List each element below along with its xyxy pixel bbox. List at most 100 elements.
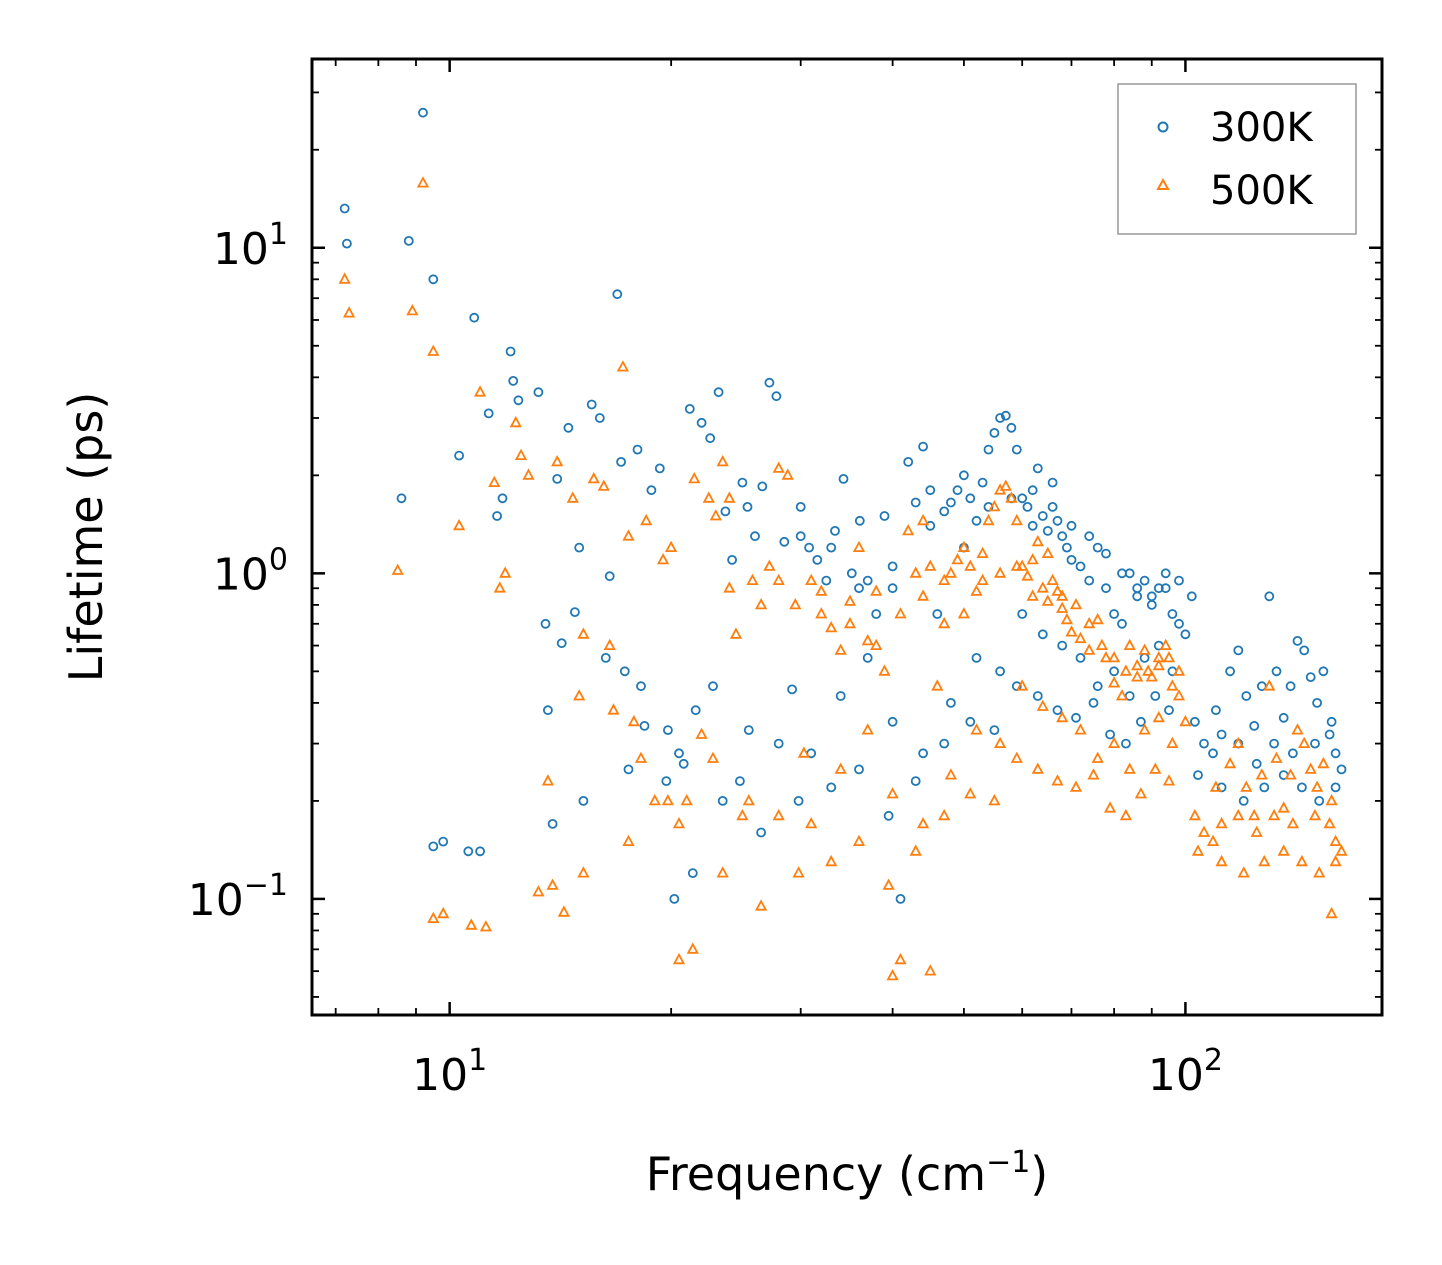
point-300k-2 xyxy=(396,493,407,504)
point-500k-47 xyxy=(772,461,785,473)
point-500k-169 xyxy=(882,878,895,890)
point-500k-93 xyxy=(1091,612,1104,625)
point-500k-115 xyxy=(1263,679,1276,691)
point-500k-176 xyxy=(1031,762,1044,774)
point-300k-182 xyxy=(1088,698,1099,708)
point-300k-21 xyxy=(552,473,563,484)
point-300k-57 xyxy=(830,526,840,536)
point-500k-104 xyxy=(1172,689,1186,701)
point-500k-139 xyxy=(944,768,958,780)
point-300k-211 xyxy=(1132,583,1143,594)
point-500k-11 xyxy=(479,920,493,932)
point-500k-78 xyxy=(1005,491,1018,503)
point-300k-80 xyxy=(995,413,1005,423)
x-tick-label-1: 102 xyxy=(1148,1043,1223,1101)
point-500k-182 xyxy=(1134,787,1148,799)
point-300k-109 xyxy=(1180,629,1191,640)
point-300k-145 xyxy=(995,666,1005,677)
point-300k-12 xyxy=(483,408,494,419)
point-300k-137 xyxy=(773,738,784,749)
point-500k-30 xyxy=(640,513,653,526)
point-500k-163 xyxy=(686,942,699,954)
legend-label-500k: 500K xyxy=(1210,168,1314,214)
point-300k-17 xyxy=(513,395,524,406)
point-500k-137 xyxy=(886,787,899,799)
point-500k-103 xyxy=(1166,679,1179,691)
point-300k-66 xyxy=(903,456,914,467)
y-tick-labels: 10−1 100 101 xyxy=(188,217,288,926)
point-300k-48 xyxy=(757,481,768,492)
point-500k-206 xyxy=(1026,553,1039,565)
point-300k-163 xyxy=(547,819,558,829)
point-300k-111 xyxy=(1199,738,1209,749)
point-500k-213 xyxy=(1119,664,1133,676)
point-300k-117 xyxy=(1249,721,1260,731)
point-500k-46 xyxy=(763,559,776,571)
point-500k-105 xyxy=(1179,714,1192,727)
point-500k-83 xyxy=(1031,534,1044,547)
point-300k-68 xyxy=(918,441,928,452)
point-500k-211 xyxy=(1095,638,1109,650)
point-300k-84 xyxy=(1017,493,1028,504)
point-500k-157 xyxy=(1308,808,1322,821)
point-500k-146 xyxy=(1091,751,1104,763)
point-300k-214 xyxy=(1174,575,1184,586)
point-300k-77 xyxy=(977,477,988,488)
point-300k-54 xyxy=(804,542,814,553)
point-500k-138 xyxy=(916,817,930,829)
point-500k-142 xyxy=(1016,679,1029,691)
point-500k-31 xyxy=(648,794,661,806)
point-300k-179 xyxy=(1032,691,1043,701)
point-500k-97 xyxy=(1123,638,1136,650)
point-300k-201 xyxy=(925,520,936,531)
point-300k-23 xyxy=(563,422,574,433)
point-500k-14 xyxy=(499,566,512,578)
plot-points xyxy=(338,107,1348,981)
point-300k-98 xyxy=(1101,583,1111,594)
point-500k-13 xyxy=(493,581,506,593)
point-300k-93 xyxy=(1062,542,1072,553)
point-300k-81 xyxy=(1000,410,1011,421)
point-500k-72 xyxy=(970,584,983,596)
point-300k-161 xyxy=(1310,738,1320,749)
point-300k-198 xyxy=(826,542,837,553)
point-300k-176 xyxy=(965,716,976,727)
point-500k-194 xyxy=(723,491,736,503)
point-500k-108 xyxy=(1206,834,1220,846)
point-500k-86 xyxy=(1046,573,1059,585)
point-300k-165 xyxy=(623,764,634,775)
point-500k-40 xyxy=(716,455,729,467)
point-300k-183 xyxy=(1105,729,1115,740)
point-500k-203 xyxy=(976,573,989,585)
point-500k-178 xyxy=(1069,780,1083,792)
point-300k-175 xyxy=(939,738,950,749)
point-500k-18 xyxy=(532,885,545,897)
point-500k-74 xyxy=(982,513,995,526)
point-300k-53 xyxy=(795,501,806,512)
point-500k-124 xyxy=(1323,817,1336,829)
point-500k-10 xyxy=(473,385,487,397)
point-300k-32 xyxy=(639,721,650,731)
point-500k-161 xyxy=(622,834,635,846)
point-300k-128 xyxy=(1324,729,1335,740)
point-300k-126 xyxy=(1312,698,1322,708)
point-500k-114 xyxy=(1255,768,1268,780)
point-300k-114 xyxy=(1225,666,1235,677)
point-300k-144 xyxy=(971,653,982,663)
point-500k-153 xyxy=(1232,808,1245,821)
point-300k-52 xyxy=(787,684,797,695)
point-500k-132 xyxy=(742,794,755,806)
point-300k-20 xyxy=(543,705,553,716)
point-500k-152 xyxy=(1209,780,1223,792)
point-500k-34 xyxy=(672,952,686,965)
point-500k-100 xyxy=(1145,670,1158,682)
point-500k-16 xyxy=(514,448,528,461)
point-300k-104 xyxy=(1146,600,1157,610)
point-500k-62 xyxy=(902,524,915,536)
point-500k-85 xyxy=(1041,594,1054,606)
point-500k-216 xyxy=(1152,658,1165,671)
point-300k-129 xyxy=(1330,748,1341,759)
point-500k-12 xyxy=(488,475,501,488)
point-300k-103 xyxy=(1139,575,1150,586)
point-500k-199 xyxy=(894,607,907,619)
